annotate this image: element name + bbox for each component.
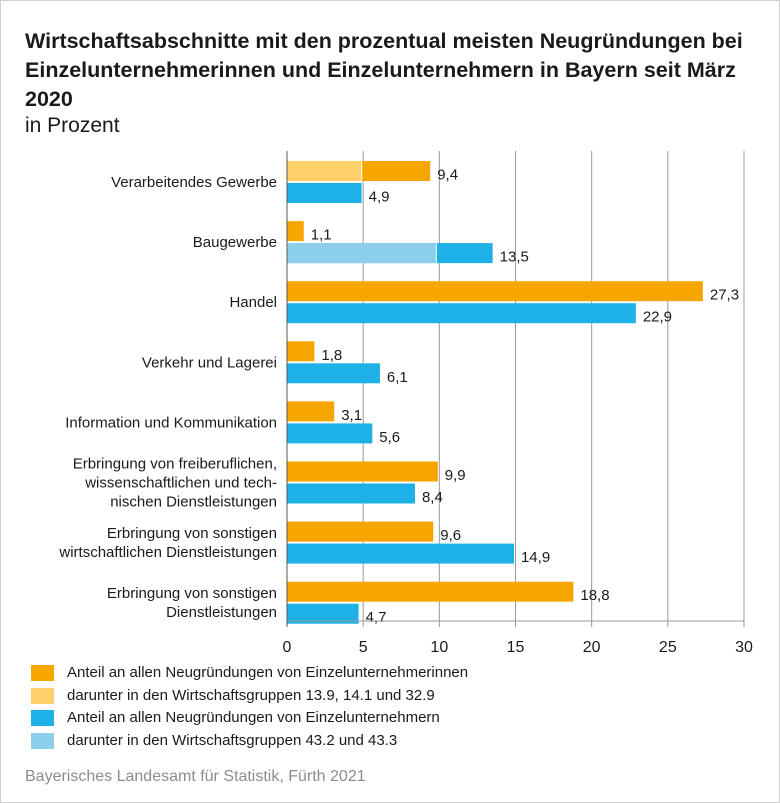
data-label: 13,5 (500, 249, 529, 266)
legend-swatch (31, 732, 54, 749)
data-label: 27,3 (710, 287, 739, 304)
bar-women (287, 581, 574, 602)
legend-label: darunter in den Wirtschaftsgruppen 43.2 … (67, 731, 398, 749)
bar-men-subset (287, 243, 437, 264)
x-tick-label: 15 (507, 639, 525, 656)
bar-men (287, 543, 514, 564)
bar-women-subset (287, 161, 362, 181)
x-tick-label: 5 (359, 639, 368, 656)
data-label: 4,7 (366, 609, 387, 626)
bar-men (287, 363, 380, 384)
category-label: Verarbeitendes Gewerbe (111, 174, 277, 191)
bar-women (287, 401, 335, 422)
bar-women (287, 281, 703, 302)
legend-label: darunter in den Wirtschaftsgruppen 13.9,… (67, 686, 435, 704)
bar-men (287, 183, 362, 203)
category-label: Verkehr und Lagerei (142, 354, 277, 371)
category-label: wissenschaftlichen und tech- (84, 475, 277, 492)
data-label: 6,1 (387, 369, 408, 386)
bar-men (287, 483, 415, 504)
bar-men (287, 423, 373, 444)
category-label: Information und Kommunikation (65, 414, 277, 431)
x-tick-label: 30 (735, 639, 753, 656)
legend-swatch (31, 710, 54, 726)
legend-swatch (31, 665, 54, 681)
bar-women (287, 221, 304, 242)
data-label: 9,4 (437, 167, 458, 184)
data-label: 3,1 (341, 407, 362, 424)
data-label: 18,8 (580, 587, 609, 604)
legend-label: Anteil an allen Neugründungen von Einzel… (67, 709, 440, 726)
legend-swatch (31, 687, 54, 704)
x-tick-label: 0 (283, 639, 292, 656)
data-label: 9,9 (445, 467, 466, 484)
data-label: 9,6 (440, 527, 461, 544)
data-label: 4,9 (369, 189, 390, 206)
category-label: wirtschaftlichen Dienstleistungen (58, 544, 277, 561)
data-label: 1,1 (311, 227, 332, 244)
data-label: 5,6 (379, 429, 400, 446)
data-label: 14,9 (521, 549, 550, 566)
category-label: Dienstleistungen (166, 604, 277, 621)
category-label: Erbringung von sonstigen (107, 585, 277, 602)
category-label: Baugewerbe (193, 234, 277, 251)
source-note: Bayerisches Landesamt für Statistik, Für… (25, 768, 366, 785)
x-tick-label: 20 (583, 639, 601, 656)
bar-women (287, 341, 315, 362)
x-tick-label: 25 (659, 639, 677, 656)
data-label: 8,4 (422, 489, 443, 506)
category-label: nischen Dienstleistungen (110, 494, 277, 511)
chart-subtitle: in Prozent (25, 114, 120, 137)
bar-men (287, 303, 636, 324)
x-tick-label: 10 (430, 639, 448, 656)
category-label: Handel (229, 294, 277, 311)
data-label: 1,8 (321, 347, 342, 364)
bar-chart: 0 5 10 15 20 25 30 Verarbeitendes Gewerbe Baugew… (58, 151, 753, 656)
bar-women (287, 461, 438, 482)
category-label: Erbringung von freiberuflichen, (73, 456, 277, 473)
legend-label: Anteil an allen Neugründungen von Einzel… (67, 664, 469, 681)
category-label: Erbringung von sonstigen (107, 525, 277, 542)
bar-men (287, 603, 359, 624)
bar-women (287, 521, 434, 542)
chart-title: Wirtschaftsabschnitte mit den prozentual… (25, 29, 743, 111)
data-label: 22,9 (643, 309, 672, 326)
